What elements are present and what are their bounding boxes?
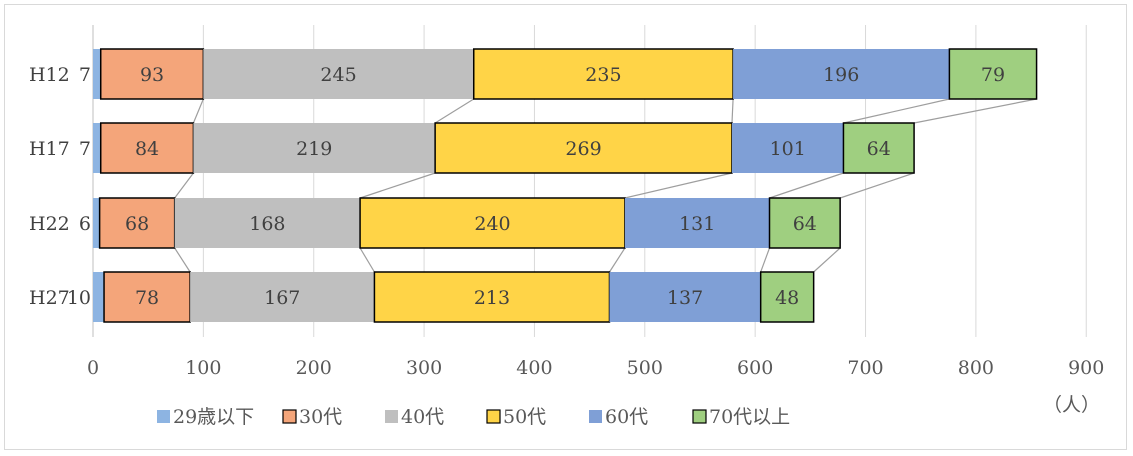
category-label: H17 [29,138,70,160]
data-label: 235 [585,64,621,86]
stacked-bar-chart: 0 100 200 300 400 500 600 700 800 900 7 93 245 235 196… [29,25,1104,428]
bar-segment [359,197,626,249]
data-label: 6 [79,213,91,235]
data-label: 213 [474,287,510,309]
x-tick-label: 700 [847,357,883,379]
data-label: 7 [79,138,91,160]
legend-swatch [486,409,501,424]
series-line [813,247,841,273]
data-label: 245 [320,64,356,86]
bar-segment [203,49,474,99]
x-tick-label: 400 [516,357,552,379]
bar-segment [99,122,195,174]
series-line [731,98,734,124]
bar-segment [190,272,375,322]
bar-segment [98,197,176,249]
data-label: 84 [135,138,159,160]
series-line [174,172,194,199]
bars-layer [93,48,1038,323]
legend-label: 70代以上 [709,406,790,428]
data-label: 48 [775,287,799,309]
bar-segment [472,48,734,100]
data-label: 137 [667,287,703,309]
legend-swatch [282,409,297,424]
series-line [434,98,475,124]
series-line [359,172,436,199]
bar-segment [174,198,361,248]
category-label: H22 [29,213,70,235]
legend-label: 30代 [299,406,342,428]
data-label: 64 [867,138,891,160]
legend-label: 60代 [605,406,648,428]
bar-segment [434,122,733,174]
legend-label: 50代 [503,406,546,428]
chart-frame: 0 100 200 300 400 500 600 700 800 900 7 93 245 235 196… [4,4,1127,450]
legend-swatch [157,410,170,423]
unit-label: （人） [1043,394,1100,416]
data-label: 269 [565,138,601,160]
x-tick-label: 0 [87,357,99,379]
bar-segment [93,272,105,322]
data-label: 101 [770,138,806,160]
series-line [174,247,191,273]
category-label: H27 [29,287,70,309]
data-label: 196 [823,64,859,86]
bar-segment [733,49,950,99]
x-tick-label: 200 [296,357,332,379]
bar-segment [93,49,101,99]
bar-segment [193,123,436,173]
legend-label: 40代 [401,406,444,428]
labels-layer: 0 100 200 300 400 500 600 700 800 900 7 93 245 235 196… [29,64,1104,379]
legend: 29歳以下 30代 40代 50代 60代 70代以上 [157,406,790,428]
series-line [359,247,375,273]
x-tick-label: 900 [1068,357,1104,379]
legend-swatch [589,410,602,423]
data-label: 78 [135,287,159,309]
series-line [839,172,915,199]
bar-segment [842,122,915,174]
bar-segment [768,197,841,249]
x-tick-label: 500 [627,357,663,379]
bar-segment [731,123,844,173]
legend-swatch [385,410,398,423]
bar-segment [103,271,191,323]
bar-segment [373,271,611,323]
bar-segment [93,198,100,248]
x-tick-label: 300 [406,357,442,379]
data-label: 68 [125,213,149,235]
legend-swatch [692,409,707,424]
data-label: 240 [474,213,510,235]
x-tick-label: 100 [185,357,221,379]
series-line [624,172,733,199]
data-label: 219 [296,138,332,160]
data-label: 93 [140,64,164,86]
bar-segment [99,48,205,100]
series-line [913,98,1037,124]
series-line [843,98,950,124]
series-line [192,98,204,124]
series-line [608,247,626,273]
data-label: 10 [67,287,91,309]
x-tick-label: 600 [737,357,773,379]
category-label: H12 [29,64,70,86]
bar-segment [948,48,1038,100]
legend-label: 29歳以下 [173,406,254,428]
bar-segment [759,271,815,323]
series-line [769,172,844,199]
bar-segment [93,123,101,173]
series-line [760,247,771,273]
data-label: 64 [793,213,817,235]
series-lines-layer [174,98,1037,273]
data-label: 167 [264,287,300,309]
data-label: 168 [249,213,285,235]
data-label: 131 [679,213,715,235]
x-tick-label: 800 [958,357,994,379]
bar-segment [624,198,770,248]
data-label: 79 [981,64,1005,86]
data-label: 7 [79,64,91,86]
bar-segment [609,272,761,322]
